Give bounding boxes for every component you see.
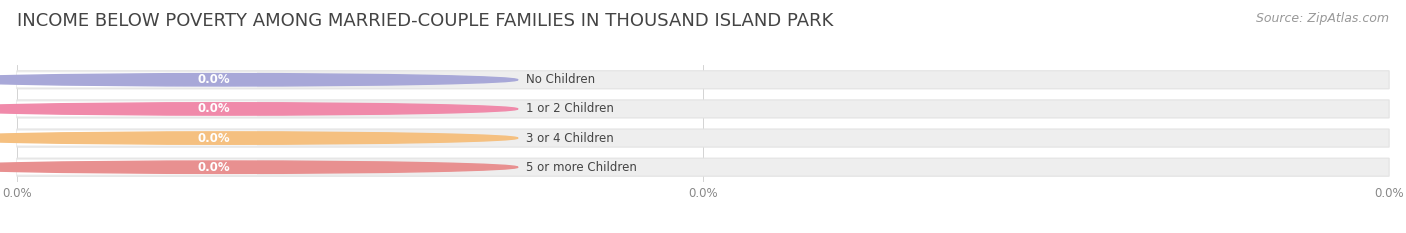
Circle shape <box>0 161 517 173</box>
FancyBboxPatch shape <box>176 74 252 86</box>
FancyBboxPatch shape <box>17 102 257 116</box>
FancyBboxPatch shape <box>176 103 252 115</box>
Text: 0.0%: 0.0% <box>197 161 231 174</box>
Circle shape <box>0 132 517 144</box>
Circle shape <box>0 103 517 115</box>
Text: 5 or more Children: 5 or more Children <box>526 161 637 174</box>
Circle shape <box>0 74 517 86</box>
Text: 0.0%: 0.0% <box>197 132 231 144</box>
Text: Source: ZipAtlas.com: Source: ZipAtlas.com <box>1256 12 1389 25</box>
FancyBboxPatch shape <box>17 129 1389 147</box>
Text: 0.0%: 0.0% <box>197 103 231 115</box>
Text: 1 or 2 Children: 1 or 2 Children <box>526 103 614 115</box>
FancyBboxPatch shape <box>17 72 257 87</box>
Text: 3 or 4 Children: 3 or 4 Children <box>526 132 614 144</box>
FancyBboxPatch shape <box>17 160 257 175</box>
Text: No Children: No Children <box>526 73 595 86</box>
FancyBboxPatch shape <box>17 100 1389 118</box>
FancyBboxPatch shape <box>17 158 1389 176</box>
Text: 0.0%: 0.0% <box>197 73 231 86</box>
Text: INCOME BELOW POVERTY AMONG MARRIED-COUPLE FAMILIES IN THOUSAND ISLAND PARK: INCOME BELOW POVERTY AMONG MARRIED-COUPL… <box>17 12 834 30</box>
FancyBboxPatch shape <box>17 131 257 145</box>
FancyBboxPatch shape <box>176 132 252 144</box>
FancyBboxPatch shape <box>17 71 1389 89</box>
FancyBboxPatch shape <box>176 161 252 173</box>
